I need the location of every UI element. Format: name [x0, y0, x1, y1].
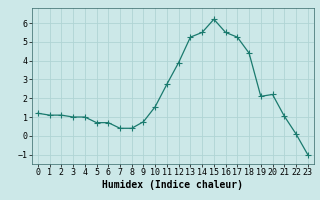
X-axis label: Humidex (Indice chaleur): Humidex (Indice chaleur) — [102, 180, 243, 190]
